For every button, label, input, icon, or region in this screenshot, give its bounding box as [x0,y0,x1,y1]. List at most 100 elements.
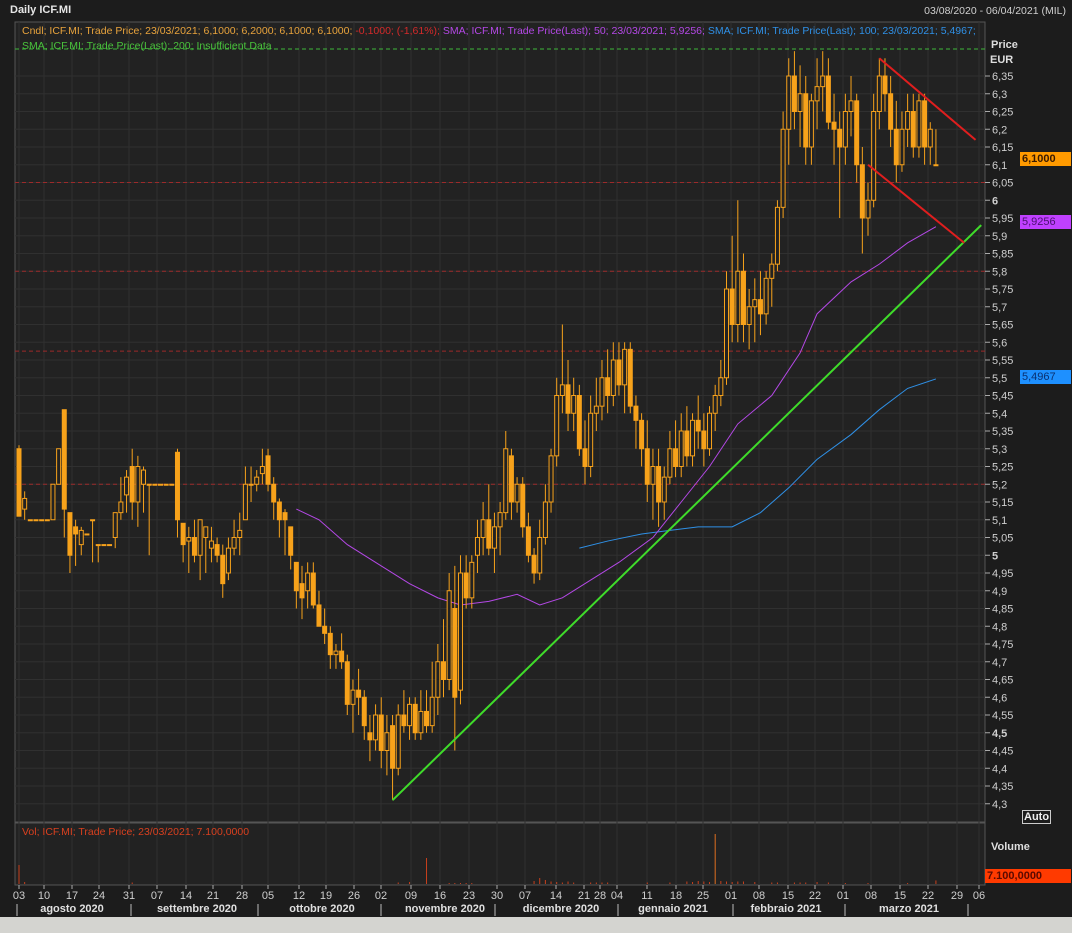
x-tick-label: 06 [973,890,985,902]
candle-body [797,93,803,112]
candle-body [491,526,497,549]
candle-body [695,419,701,432]
y-tick-label: 5,1 [992,515,1007,527]
auto-scale-button[interactable]: Auto [1022,810,1052,824]
candle-body [429,696,435,727]
y-tick-label: 6,2 [992,124,1007,136]
candle-body [446,590,452,680]
x-tick-label: 21 [207,890,219,902]
candle-body [559,384,565,397]
candle-body [735,270,741,325]
x-tick-label: 22 [922,890,934,902]
candle-body [90,519,96,522]
x-tick-label: 23 [463,890,475,902]
candle-body [865,199,871,219]
x-tick-label: 28 [236,890,248,902]
y-tick-label: 6 [992,195,998,207]
currency-label: EUR [990,54,1014,66]
candle-body [169,483,175,486]
volume-panel [14,822,986,886]
candle-body [418,710,424,734]
y-tick-label: 6,15 [992,142,1013,154]
x-tick-label: 02 [375,890,387,902]
chart-legend: Cndl; ICF.MI; Trade Price; 23/03/2021; 6… [22,24,977,54]
candle-body [927,128,933,148]
y-tick-label: 4,5 [992,728,1007,740]
volume-legend: Vol; ICF.MI; Trade Price; 23/03/2021; 7.… [22,826,250,838]
candle-body [259,466,265,475]
candle-body [412,703,418,734]
candle-body [842,111,848,148]
x-tick-label: 04 [611,890,623,902]
candle-body [67,512,73,556]
candle-body [916,100,922,148]
x-tick-label: 22 [809,890,821,902]
y-tick-label: 4,9 [992,586,1007,598]
candle-body [469,561,475,599]
candle-body [367,732,373,741]
volume-axis-title: Volume [991,841,1030,853]
candle-body [520,483,526,528]
candle-body [163,483,169,486]
candle-body [712,395,718,414]
candle-body [525,526,531,556]
candle-body [197,519,203,556]
month-label: dicembre 2020 [523,903,599,915]
candle-body [656,466,662,503]
candle-body [118,501,124,514]
candle-body [814,86,820,102]
candle-body [50,483,56,521]
y-tick-label: 5,65 [992,320,1013,332]
candle-body [599,377,605,407]
candle-body [146,483,152,486]
candle-body [690,419,696,457]
candle-body [876,75,882,112]
candle-body [112,512,118,539]
y-tick-label: 5,85 [992,249,1013,261]
y-tick-label: 5,5 [992,373,1007,385]
candle-body [282,512,288,521]
candle-body [457,572,463,691]
price-axis-title: Price [991,39,1018,51]
candle-body [854,100,860,166]
candle-body [888,93,894,130]
x-tick-label: 16 [434,890,446,902]
candle-body [746,306,752,325]
y-tick-label: 5,45 [992,391,1013,403]
month-label: agosto 2020 [40,903,104,915]
candle-body [910,111,916,148]
x-tick-label: 15 [782,890,794,902]
x-tick-label: 07 [151,890,163,902]
candle-body [639,419,645,450]
candle-body [905,111,911,130]
legend-change: -0,1000; (-1,61%); [355,25,440,37]
candle-body [373,714,379,741]
candle-body [486,519,492,549]
candle-body [893,128,899,166]
trendline-upper-channel [878,57,977,141]
candle-body [576,395,582,450]
candle-body [774,206,780,265]
candle-body [571,395,577,414]
candle-body [237,529,243,539]
candle-body [808,100,814,148]
candle-body [95,544,101,547]
x-tick-label: 01 [725,890,737,902]
candle-body [316,604,322,627]
y-tick-label: 4,55 [992,710,1013,722]
y-tick-label: 5,8 [992,266,1007,278]
legend-candle: Cndl; ICF.MI; Trade Price; 23/03/2021; 6… [22,25,353,37]
candle-body [186,537,192,542]
y-tick-label: 4,4 [992,763,1007,775]
candle-body [644,448,650,485]
candle-body [757,299,763,315]
candle-body [293,561,299,592]
candle-body [763,277,769,315]
candle-body [820,75,826,88]
candle-body [848,100,854,112]
candle-body [871,111,877,201]
candle-body [831,121,837,130]
y-tick-label: 5,75 [992,284,1013,296]
candle-body [231,537,237,549]
